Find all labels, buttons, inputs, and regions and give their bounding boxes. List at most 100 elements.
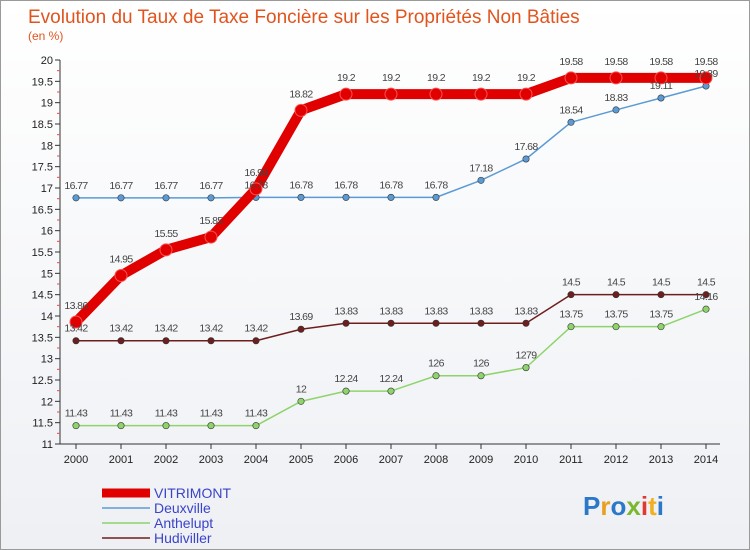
data-point-anthelupt [477, 372, 485, 380]
data-label-hudiviller: 13.42 [199, 323, 223, 335]
y-tick-label: 15.5 [32, 247, 53, 259]
data-label-vitrimont: 19.2 [517, 72, 536, 84]
data-label-deuxville: 16.77 [199, 180, 223, 192]
data-label-deuxville: 16.78 [379, 179, 403, 191]
data-point-hudiviller [387, 319, 395, 327]
data-label-vitrimont: 18.82 [289, 88, 313, 100]
data-label-deuxville: 17.18 [469, 162, 493, 174]
data-point-deuxville [432, 193, 440, 201]
data-point-hudiviller [702, 291, 710, 299]
data-label-vitrimont: 19.2 [337, 72, 356, 84]
data-point-vitrimont [609, 71, 623, 85]
data-label-deuxville: 16.78 [334, 179, 358, 191]
data-label-hudiviller: 13.83 [334, 305, 358, 317]
data-point-vitrimont [159, 243, 173, 257]
data-point-deuxville [657, 94, 665, 102]
data-label-hudiviller: 14.5 [562, 277, 581, 289]
data-point-vitrimont [249, 182, 263, 196]
data-point-deuxville [387, 193, 395, 201]
x-tick-label: 2008 [424, 454, 448, 466]
y-tick-label: 12 [41, 396, 53, 408]
data-label-vitrimont: 15.85 [199, 215, 223, 227]
data-label-vitrimont: 19.58 [559, 56, 583, 68]
data-label-hudiviller: 13.42 [64, 323, 88, 335]
data-point-hudiviller [567, 291, 575, 299]
logo-text: Proxiti [583, 491, 664, 521]
data-label-deuxville: 16.78 [424, 179, 448, 191]
data-point-hudiviller [432, 319, 440, 327]
y-tick-label: 15 [41, 268, 53, 280]
data-label-deuxville: 19.11 [650, 80, 673, 92]
data-label-vitrimont: 19.58 [694, 56, 718, 68]
data-point-anthelupt [342, 387, 350, 395]
data-point-vitrimont [699, 71, 713, 85]
data-label-vitrimont: 16.98 [244, 167, 268, 179]
data-point-hudiviller [477, 319, 485, 327]
y-tick-label: 16.5 [32, 204, 53, 216]
data-point-vitrimont [339, 87, 353, 101]
x-tick-label: 2006 [334, 454, 358, 466]
x-tick-label: 2000 [64, 454, 88, 466]
x-tick-label: 2001 [109, 454, 133, 466]
data-point-hudiviller [252, 337, 260, 345]
legend-label-deuxville: Deuxville [154, 500, 211, 516]
data-label-vitrimont: 13.86 [64, 300, 88, 312]
data-label-vitrimont: 14.95 [109, 253, 133, 265]
y-tick-label: 13 [41, 354, 53, 366]
data-label-anthelupt: 11.43 [155, 408, 178, 420]
data-label-anthelupt: 12.24 [379, 373, 403, 385]
x-tick-label: 2012 [604, 454, 628, 466]
data-point-deuxville [297, 193, 305, 201]
data-point-deuxville [207, 194, 215, 202]
data-label-anthelupt: 14.16 [694, 291, 718, 303]
data-point-deuxville [612, 106, 620, 114]
data-point-hudiviller [522, 319, 530, 327]
data-label-deuxville: 18.54 [559, 104, 583, 116]
x-tick-label: 2011 [559, 454, 583, 466]
data-label-hudiviller: 13.42 [109, 323, 133, 335]
x-tick-label: 2010 [514, 454, 538, 466]
data-point-hudiviller [342, 319, 350, 327]
y-tick-label: 19.5 [32, 76, 53, 88]
data-label-anthelupt: 11.43 [200, 408, 223, 420]
data-label-anthelupt: 126 [473, 358, 489, 370]
legend-label-vitrimont: VITRIMONT [154, 485, 231, 501]
x-tick-label: 2002 [154, 454, 178, 466]
chart-subtitle: (en %) [28, 29, 63, 43]
data-point-hudiviller [612, 291, 620, 299]
data-label-hudiviller: 13.83 [514, 305, 538, 317]
data-label-deuxville: 17.68 [514, 141, 538, 153]
data-point-vitrimont [204, 230, 218, 244]
data-point-anthelupt [72, 422, 80, 430]
data-label-vitrimont: 19.2 [472, 72, 491, 84]
data-point-deuxville [162, 194, 170, 202]
data-label-anthelupt: 12.24 [334, 373, 358, 385]
y-tick-label: 11.5 [32, 418, 53, 430]
legend-label-hudiviller: Hudiviller [154, 530, 212, 546]
data-point-hudiviller [72, 337, 80, 345]
data-label-deuxville: 16.77 [109, 180, 133, 192]
data-point-anthelupt [162, 422, 170, 430]
data-label-anthelupt: 126 [428, 358, 444, 370]
data-point-hudiviller [297, 325, 305, 333]
data-point-anthelupt [117, 422, 125, 430]
data-label-hudiviller: 13.83 [469, 305, 493, 317]
data-label-deuxville: 16.78 [244, 179, 268, 191]
y-tick-label: 18 [41, 140, 53, 152]
data-label-vitrimont: 19.2 [427, 72, 446, 84]
data-point-hudiviller [117, 337, 125, 345]
x-tick-label: 2004 [244, 454, 268, 466]
data-point-vitrimont [384, 87, 398, 101]
legend-label-anthelupt: Anthelupt [154, 515, 213, 531]
data-point-hudiviller [207, 337, 215, 345]
data-label-anthelupt: 11.43 [110, 408, 133, 420]
x-tick-label: 2014 [694, 454, 718, 466]
y-tick-label: 14 [41, 311, 53, 323]
data-point-anthelupt [657, 323, 665, 331]
data-label-anthelupt: 13.75 [559, 309, 583, 321]
data-point-hudiviller [162, 337, 170, 345]
chart-title: Evolution du Taux de Taxe Foncière sur l… [28, 7, 580, 28]
data-label-hudiviller: 13.42 [154, 323, 178, 335]
data-label-hudiviller: 14.5 [697, 277, 716, 289]
